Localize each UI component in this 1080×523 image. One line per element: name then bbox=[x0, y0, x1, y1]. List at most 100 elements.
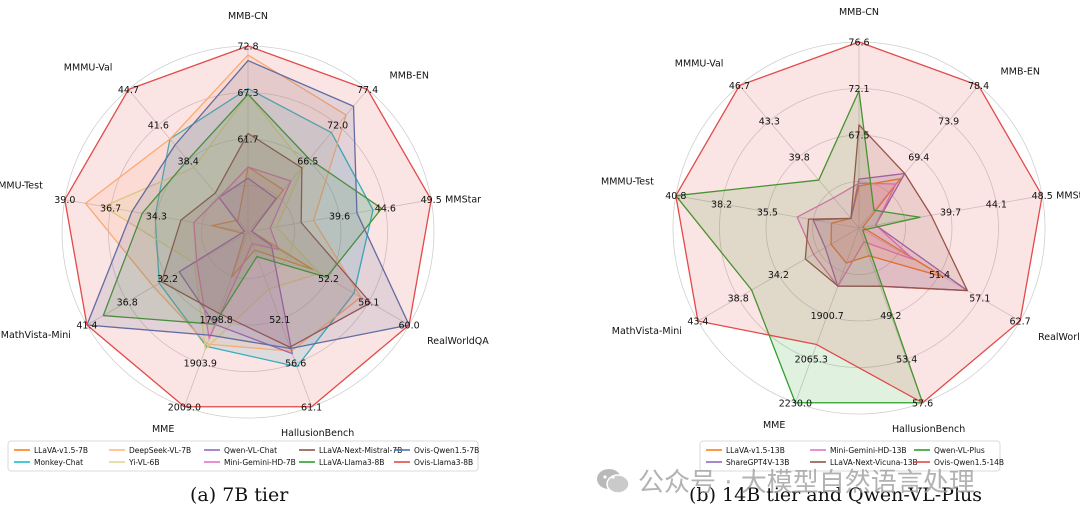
tick-label: 34.2 bbox=[768, 270, 789, 281]
tick-label: 53.4 bbox=[896, 355, 917, 366]
tick-label: 39.0 bbox=[54, 195, 75, 206]
tick-label: 46.7 bbox=[729, 81, 750, 92]
tick-label: 41.6 bbox=[148, 121, 169, 132]
tick-label: 43.3 bbox=[759, 117, 780, 128]
grid-spoke bbox=[184, 231, 249, 407]
legend bbox=[699, 440, 1001, 472]
tick-label: 39.6 bbox=[329, 211, 350, 222]
grid-spoke bbox=[675, 195, 860, 229]
axis-label-mme: MME bbox=[152, 424, 174, 435]
tick-label: 56.1 bbox=[358, 297, 379, 308]
axis-label-hallusionbench: HallusionBench bbox=[892, 424, 965, 435]
grid-spoke bbox=[128, 89, 249, 233]
tick-label: 1903.9 bbox=[184, 359, 217, 370]
axis-label-mmmu-test: MMMU-Test bbox=[601, 177, 654, 188]
tick-label: 69.4 bbox=[908, 152, 929, 163]
tick-label: 38.8 bbox=[728, 293, 749, 304]
wechat-icon bbox=[597, 468, 630, 494]
grid-spoke bbox=[697, 227, 860, 322]
tick-label: 36.7 bbox=[100, 203, 121, 214]
legend-label: Ovis-Llama3-8B bbox=[414, 458, 473, 467]
grid-spoke bbox=[739, 85, 860, 229]
tick-label: 38.2 bbox=[711, 199, 732, 210]
radar-chart-14b: 67.5 72.1 76.6 69.4 73.9 78.4 39.7 44.1 48.5 51.4… bbox=[601, 7, 1080, 472]
axis-label-mmstar: MMStar bbox=[445, 195, 481, 206]
series-ovis-llama3-8b bbox=[64, 45, 432, 408]
tick-label: 49.2 bbox=[880, 311, 901, 322]
legend-label: Ovis-Qwen1.5-14B bbox=[934, 458, 1004, 467]
axis-label-realworldqa: RealWorldQA bbox=[1038, 332, 1080, 343]
caption-14b: (b) 14B tier and Qwen-VL-Plus bbox=[689, 484, 983, 506]
grid-spoke bbox=[858, 195, 1043, 229]
tick-label: 52.1 bbox=[269, 315, 290, 326]
tick-label: 67.3 bbox=[237, 88, 258, 99]
axis-label-mathvista-mini: MathVista-Mini bbox=[612, 326, 682, 337]
tick-label: 39.8 bbox=[789, 152, 810, 163]
legend bbox=[7, 440, 479, 472]
tick-label: 78.4 bbox=[968, 81, 989, 92]
axis-label-mmb-en: MMB-EN bbox=[390, 71, 429, 82]
watermark: 公众号 · 大模型自然语言处理 bbox=[596, 462, 975, 499]
tick-label: 36.8 bbox=[117, 297, 138, 308]
caption-7b: (a) 7B tier bbox=[190, 484, 289, 506]
legend-label: LLaVA-Next-Vicuna-13B bbox=[830, 458, 918, 467]
grid-spoke bbox=[247, 231, 410, 326]
legend-label: LLaVA-v1.5-7B bbox=[34, 446, 88, 455]
tick-label: 1798.8 bbox=[200, 315, 233, 326]
tick-label: 44.1 bbox=[986, 199, 1007, 210]
tick-label: 39.7 bbox=[940, 207, 961, 218]
tick-label: 49.5 bbox=[421, 195, 442, 206]
legend-label: Yi-VL-6B bbox=[128, 458, 159, 467]
series-llava-next-vicuna-13b bbox=[804, 124, 968, 292]
radar-chart-7b: 61.7 67.3 72.8 66.5 72.0 77.4 39.6 44.6 49.5 52.2… bbox=[0, 11, 489, 472]
axis-label-mmb-cn: MMB-CN bbox=[839, 7, 879, 18]
grid-spoke bbox=[858, 85, 979, 229]
tick-label: 44.6 bbox=[375, 203, 396, 214]
tick-label: 72.1 bbox=[848, 84, 869, 95]
legend-label: LLaVA-Llama3-8B bbox=[319, 458, 384, 467]
tick-label: 1900.7 bbox=[811, 311, 844, 322]
series-monkey-chat bbox=[154, 87, 374, 368]
axis-label-realworldqa: RealWorldQA bbox=[427, 336, 489, 347]
legend-label: DeepSeek-VL-7B bbox=[129, 446, 191, 455]
grid-spoke bbox=[247, 199, 432, 233]
tick-label: 57.1 bbox=[969, 293, 990, 304]
tick-label: 2230.0 bbox=[779, 398, 812, 409]
legend-label: Mini-Gemini-HD-13B bbox=[830, 446, 907, 455]
tick-label: 62.7 bbox=[1010, 317, 1031, 328]
grid-spoke bbox=[86, 231, 249, 326]
series-ovis-qwen1-5-14b bbox=[675, 41, 1043, 404]
legend-label: Qwen-VL-Chat bbox=[224, 446, 277, 455]
tick-label: 57.6 bbox=[912, 398, 933, 409]
tick-label: 40.8 bbox=[665, 191, 686, 202]
tick-label: 2009.0 bbox=[168, 402, 201, 413]
tick-label: 52.2 bbox=[318, 274, 339, 285]
series-yi-vl-6b bbox=[102, 93, 321, 350]
grid-spoke bbox=[247, 89, 368, 233]
watermark-text: 公众号 · 大模型自然语言处理 bbox=[638, 468, 975, 498]
series-qwen-vl-plus bbox=[675, 90, 924, 404]
tick-label: 48.5 bbox=[1032, 191, 1053, 202]
series-mini-gemini-hd-7b bbox=[193, 166, 292, 340]
tick-label: 56.6 bbox=[285, 359, 306, 370]
tick-label: 51.4 bbox=[929, 270, 950, 281]
tick-label: 44.7 bbox=[118, 85, 139, 96]
legend-label: Monkey-Chat bbox=[34, 458, 83, 467]
tick-label: 72.8 bbox=[237, 42, 258, 53]
series-mini-gemini-hd-13b bbox=[796, 182, 915, 287]
tick-label: 60.0 bbox=[399, 321, 420, 332]
legend-label: ShareGPT4V-13B bbox=[726, 458, 789, 467]
legend-label: Qwen-VL-Plus bbox=[934, 446, 985, 455]
axis-label-mmb-en: MMB-EN bbox=[1001, 67, 1040, 78]
tick-label: 2065.3 bbox=[795, 355, 828, 366]
axis-label-hallusionbench: HallusionBench bbox=[281, 428, 354, 439]
tick-label: 34.3 bbox=[146, 211, 167, 222]
tick-label: 35.5 bbox=[757, 207, 778, 218]
axis-label-mmstar: MMStar bbox=[1056, 191, 1080, 202]
grid-spoke bbox=[247, 231, 312, 407]
tick-label: 67.5 bbox=[848, 131, 869, 142]
legend-label: LLaVA-v1.5-13B bbox=[726, 446, 785, 455]
axis-label-mathvista-mini: MathVista-Mini bbox=[1, 330, 71, 341]
axis-label-mmmu-val: MMMU-Val bbox=[675, 59, 724, 70]
axis-label-mmb-cn: MMB-CN bbox=[228, 11, 268, 22]
